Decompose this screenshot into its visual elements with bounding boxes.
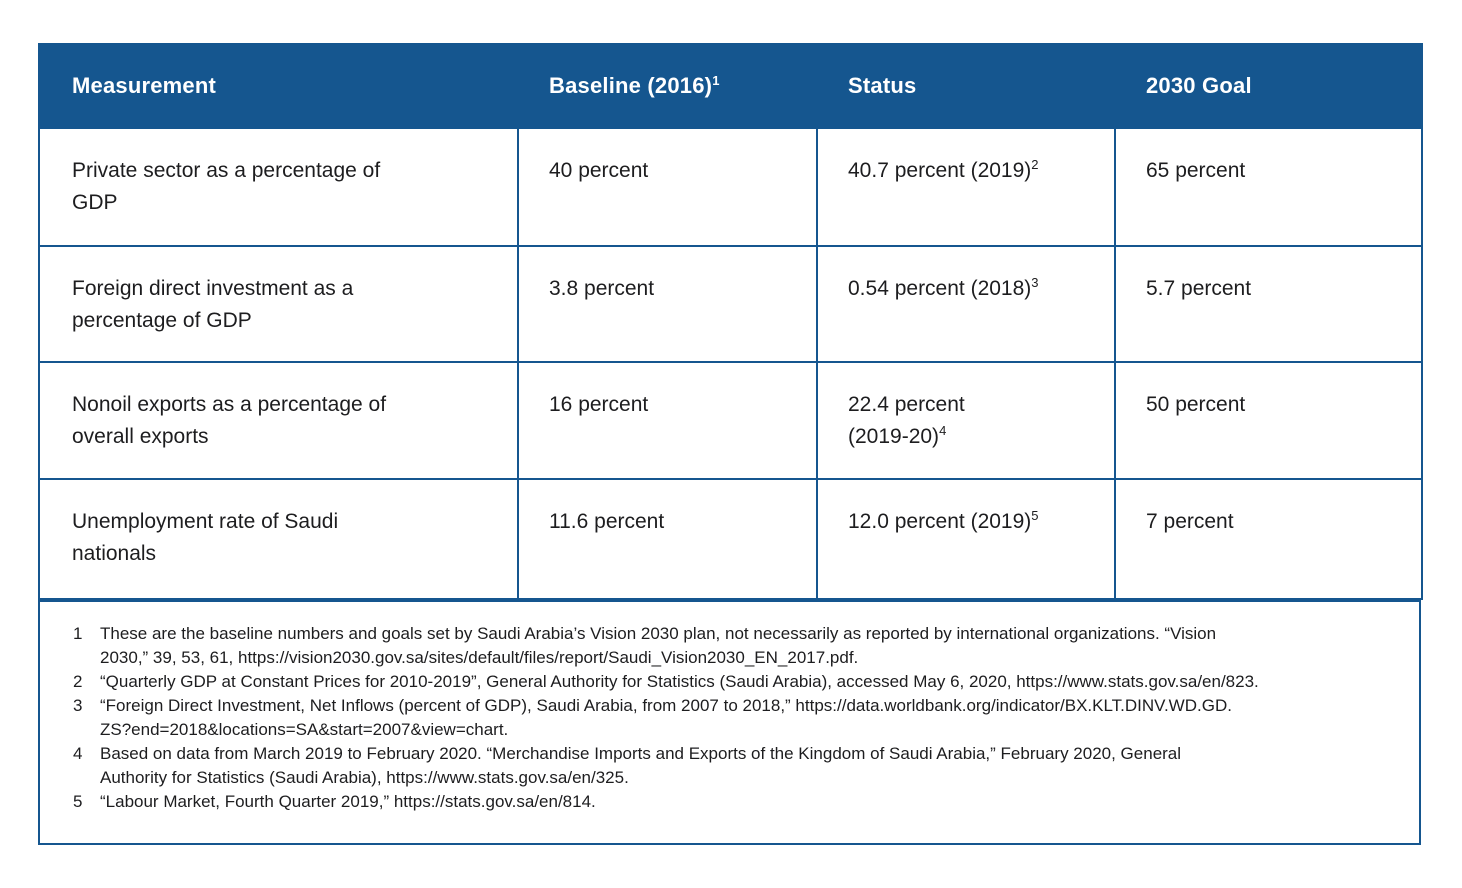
- footnote-ref-3: 3: [1031, 275, 1039, 290]
- footnote-number: 3: [73, 696, 83, 715]
- baseline-cell: 16 percent: [517, 361, 818, 480]
- status-cell: 40.7 percent (2019)2: [816, 127, 1116, 247]
- column-header-baseline-label: Baseline (2016): [549, 73, 713, 98]
- footnote-number: 4: [73, 744, 83, 763]
- status-value: 12.0 percent (2019): [848, 510, 1032, 533]
- column-header-baseline: Baseline (2016)1: [517, 43, 818, 129]
- footnote-item: 1 These are the baseline numbers and goa…: [73, 622, 1383, 670]
- table-row: Unemployment rate of Saudi nationals 11.…: [38, 478, 1423, 600]
- goal-cell: 5.7 percent: [1114, 245, 1423, 363]
- footnote-ref-5: 5: [1031, 508, 1039, 523]
- status-value: 40.7 percent (2019): [848, 159, 1032, 182]
- footnote-item: 3 “Foreign Direct Investment, Net Inflow…: [73, 694, 1383, 742]
- column-header-status-label: Status: [848, 73, 917, 98]
- goal-cell: 50 percent: [1114, 361, 1423, 480]
- table-row: Nonoil exports as a percentage of overal…: [38, 361, 1423, 480]
- footnote-ref-4: 4: [939, 423, 947, 438]
- status-cell: 12.0 percent (2019)5: [816, 478, 1116, 600]
- column-header-status: Status: [816, 43, 1116, 129]
- goal-cell: 65 percent: [1114, 127, 1423, 247]
- goal-cell: 7 percent: [1114, 478, 1423, 600]
- footnote-text: “Quarterly GDP at Constant Prices for 20…: [100, 672, 1259, 691]
- column-header-measurement: Measurement: [38, 43, 519, 129]
- table-row: Private sector as a percentage of GDP 40…: [38, 127, 1423, 247]
- measurement-cell: Unemployment rate of Saudi nationals: [38, 478, 519, 600]
- footnote-text: These are the baseline numbers and goals…: [100, 624, 1217, 667]
- baseline-cell: 3.8 percent: [517, 245, 818, 363]
- vision-2030-metrics-table: Measurement Baseline (2016)1 Status 2030…: [38, 43, 1423, 845]
- status-value: 22.4 percent (2019-20): [848, 393, 965, 448]
- footnote-item: 5 “Labour Market, Fourth Quarter 2019,” …: [73, 790, 1383, 814]
- baseline-cell: 11.6 percent: [517, 478, 818, 600]
- status-cell: 0.54 percent (2018)3: [816, 245, 1116, 363]
- footnote-ref-2: 2: [1031, 157, 1039, 172]
- status-cell: 22.4 percent (2019-20)4: [816, 361, 1116, 480]
- measurement-cell: Nonoil exports as a percentage of overal…: [38, 361, 519, 480]
- footnote-ref-1: 1: [712, 73, 720, 88]
- column-header-2030-goal: 2030 Goal: [1114, 43, 1423, 129]
- metrics-table: Measurement Baseline (2016)1 Status 2030…: [38, 43, 1423, 600]
- measurement-cell: Foreign direct investment as a percentag…: [38, 245, 519, 363]
- footnotes-section: 1 These are the baseline numbers and goa…: [38, 600, 1421, 845]
- footnote-item: 4 Based on data from March 2019 to Febru…: [73, 742, 1383, 790]
- header-row: Measurement Baseline (2016)1 Status 2030…: [38, 43, 1423, 129]
- baseline-cell: 40 percent: [517, 127, 818, 247]
- footnote-number: 1: [73, 624, 83, 643]
- status-value: 0.54 percent (2018): [848, 277, 1032, 300]
- footnote-text: Based on data from March 2019 to Februar…: [100, 744, 1182, 787]
- column-header-measurement-label: Measurement: [72, 73, 217, 98]
- footnote-number: 2: [73, 672, 83, 691]
- footnote-item: 2 “Quarterly GDP at Constant Prices for …: [73, 670, 1383, 694]
- footnote-text: “Foreign Direct Investment, Net Inflows …: [100, 696, 1232, 739]
- table-row: Foreign direct investment as a percentag…: [38, 245, 1423, 363]
- footnote-number: 5: [73, 792, 83, 811]
- measurement-cell: Private sector as a percentage of GDP: [38, 127, 519, 247]
- column-header-2030-goal-label: 2030 Goal: [1146, 73, 1252, 98]
- footnote-text: “Labour Market, Fourth Quarter 2019,” ht…: [100, 792, 596, 811]
